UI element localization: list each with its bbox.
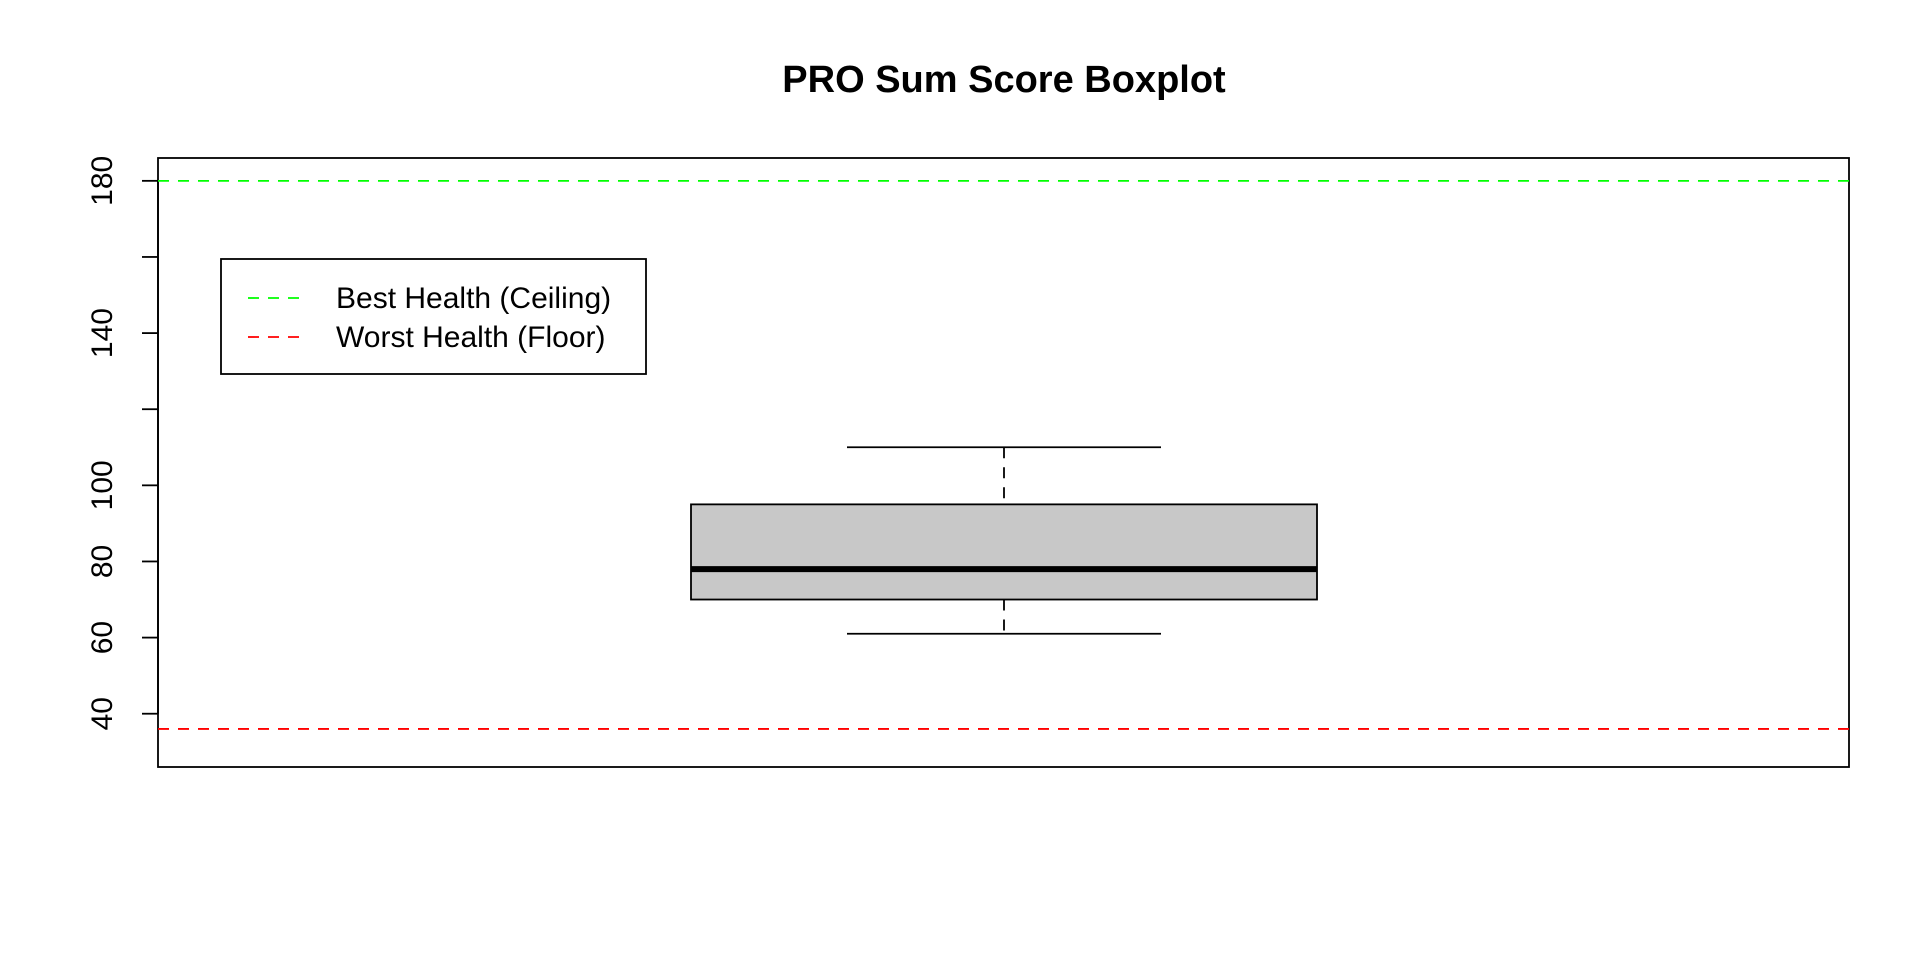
- legend-frame: [220, 258, 647, 375]
- y-axis: 40 60 80 100 140 180: [86, 156, 159, 730]
- y-tick-label-80: 80: [86, 545, 119, 578]
- interquartile-box: [690, 503, 1318, 601]
- legend: Best Health (Ceiling) Worst Health (Floo…: [220, 258, 647, 375]
- boxplot: [690, 446, 1318, 635]
- y-tick-label-40: 40: [86, 697, 119, 730]
- y-tick-label-100: 100: [86, 460, 119, 510]
- y-tick-label-180: 180: [86, 156, 119, 206]
- chart-title: PRO Sum Score Boxplot: [782, 59, 1226, 101]
- y-tick-label-140: 140: [86, 308, 119, 358]
- reference-lines: [158, 179, 1849, 730]
- y-tick-label-60: 60: [86, 621, 119, 654]
- legend-label-floor: Worst Health (Floor): [336, 321, 606, 354]
- plot-frame: [157, 157, 1850, 768]
- legend-label-ceiling: Best Health (Ceiling): [336, 282, 611, 315]
